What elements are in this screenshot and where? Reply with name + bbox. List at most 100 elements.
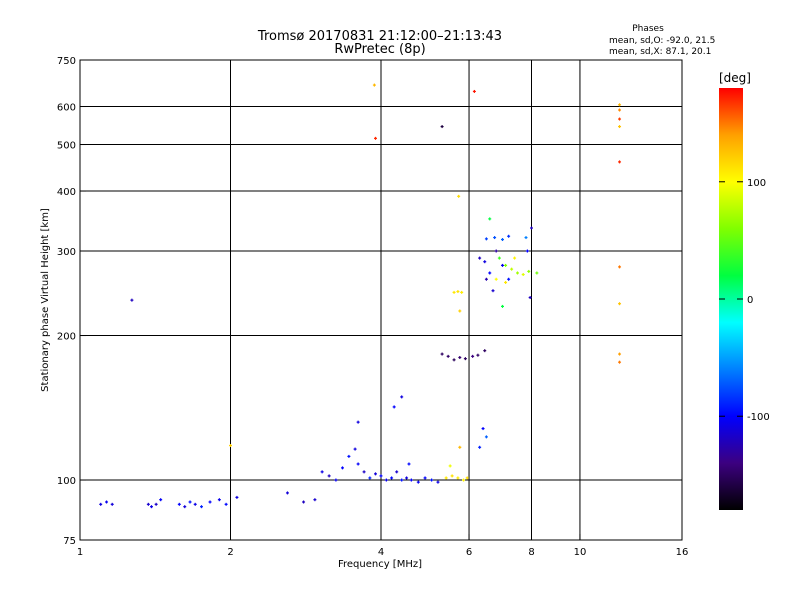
- data-point: [504, 280, 508, 284]
- data-point: [494, 277, 498, 281]
- data-point: [99, 502, 103, 506]
- data-point: [302, 500, 306, 504]
- data-point: [484, 435, 488, 439]
- y-tick-label: 400: [57, 187, 76, 198]
- data-point: [193, 502, 197, 506]
- data-point: [450, 474, 454, 478]
- data-point: [208, 500, 212, 504]
- data-point: [457, 194, 461, 198]
- data-point: [478, 445, 482, 449]
- point-layer: [99, 83, 622, 509]
- x-tick-label: 8: [528, 547, 534, 558]
- data-point: [188, 500, 192, 504]
- x-tick-label: 2: [227, 547, 233, 558]
- data-point: [405, 476, 409, 480]
- data-point: [504, 263, 508, 267]
- grid-layer: [80, 60, 682, 540]
- y-tick-label: 500: [57, 141, 76, 152]
- data-point: [423, 476, 427, 480]
- data-point: [501, 304, 505, 308]
- x-tick-label: 6: [466, 547, 472, 558]
- data-point: [229, 444, 232, 448]
- data-point: [525, 249, 529, 253]
- data-point: [488, 271, 492, 275]
- data-point: [327, 474, 331, 478]
- data-point: [347, 454, 351, 458]
- data-point: [476, 353, 480, 357]
- data-point: [618, 160, 622, 164]
- y-tick-label: 300: [57, 247, 76, 258]
- data-point: [384, 478, 388, 482]
- data-point: [535, 271, 539, 275]
- data-point: [146, 502, 150, 506]
- data-point: [528, 296, 532, 300]
- data-point: [458, 355, 462, 359]
- data-point: [524, 236, 528, 240]
- x-axis-label: Frequency [MHz]: [338, 559, 422, 570]
- data-point: [510, 267, 514, 271]
- stats-line-o: mean, sd,O: -92.0, 21.5: [609, 36, 715, 46]
- data-point: [521, 273, 525, 277]
- data-point: [285, 491, 289, 495]
- data-point: [448, 464, 452, 468]
- data-point: [430, 478, 434, 482]
- data-point: [501, 263, 505, 267]
- data-point: [154, 502, 158, 506]
- data-point: [353, 447, 357, 451]
- data-point: [501, 238, 505, 242]
- data-point: [374, 472, 378, 476]
- data-point: [618, 352, 622, 356]
- data-point: [130, 298, 134, 302]
- x-tick-label: 16: [676, 547, 689, 558]
- data-point: [484, 277, 488, 281]
- y-tick-label: 100: [57, 476, 76, 487]
- data-point: [390, 476, 394, 480]
- data-point: [493, 236, 497, 240]
- data-point: [224, 502, 228, 506]
- data-point: [515, 271, 519, 275]
- data-point: [618, 265, 622, 269]
- y-tick-label: 75: [63, 536, 76, 547]
- data-point: [395, 470, 399, 474]
- stats-line-x: mean, sd,X: 87.1, 20.1: [609, 47, 711, 57]
- data-point: [356, 462, 360, 466]
- x-tick-label: 10: [574, 547, 587, 558]
- data-point: [368, 476, 372, 480]
- data-point: [235, 495, 239, 499]
- data-point: [400, 395, 404, 399]
- data-point: [484, 237, 488, 241]
- data-point: [313, 498, 317, 502]
- x-tick-label: 1: [77, 547, 83, 558]
- data-point: [472, 89, 476, 93]
- x-tick-label: 4: [378, 547, 384, 558]
- data-point: [177, 502, 181, 506]
- data-point: [481, 427, 485, 431]
- colorbar-tick-label: -100: [747, 412, 770, 423]
- data-point: [458, 309, 462, 313]
- data-point: [446, 354, 450, 358]
- y-tick-label: 200: [57, 332, 76, 343]
- data-point: [105, 500, 109, 504]
- data-point: [478, 256, 482, 260]
- data-point: [436, 480, 440, 484]
- data-point: [362, 470, 366, 474]
- data-point: [463, 357, 467, 361]
- data-point: [374, 136, 378, 140]
- data-point: [483, 260, 487, 264]
- data-point: [530, 226, 533, 230]
- colorbar-ticks: 100 0 -100: [719, 178, 770, 423]
- data-point: [356, 420, 360, 424]
- y-tick-label: 600: [57, 103, 76, 114]
- data-point: [507, 234, 511, 238]
- data-point: [183, 505, 187, 509]
- data-point: [618, 108, 622, 112]
- data-point: [618, 360, 622, 364]
- chart-subtitle: RwPretec (8p): [334, 42, 425, 57]
- data-point: [618, 302, 622, 306]
- y-tick-label: 750: [57, 56, 76, 67]
- data-point: [618, 117, 622, 121]
- data-point: [150, 505, 154, 509]
- data-point: [400, 478, 404, 482]
- data-point: [458, 445, 462, 449]
